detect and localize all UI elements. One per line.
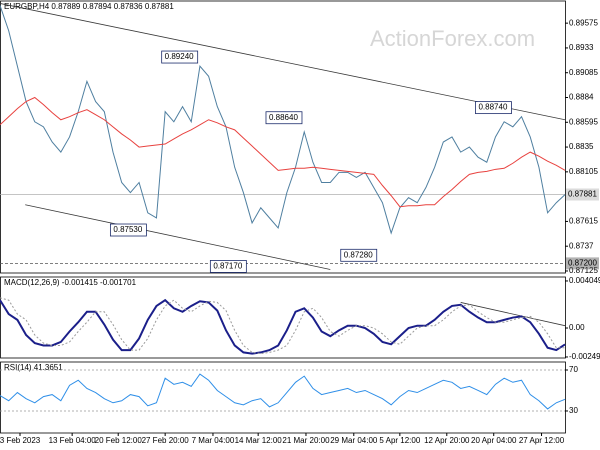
series-line: [0, 298, 566, 355]
price-box: [566, 188, 599, 201]
y-tick-label: 0.00: [569, 323, 585, 332]
panel-title: MACD(12,26,9) -0.001415 -0.001701: [4, 278, 137, 287]
level-box: [109, 223, 147, 237]
x-tick-label: 20 Apr 04:00: [471, 436, 517, 445]
level-box: [475, 101, 512, 115]
y-tick-label: -0.002492: [569, 352, 600, 361]
panel-frame: [0, 276, 566, 359]
price-box: [566, 257, 599, 270]
level-box: [265, 111, 303, 125]
x-tick-label: 3 Feb 2023: [0, 436, 41, 445]
y-tick-label: 0.87615: [569, 217, 598, 226]
y-tick-label: 0.88105: [569, 167, 598, 176]
trend-line: [25, 204, 331, 270]
series-line: [0, 96, 566, 208]
x-tick-label: 5 Apr 12:00: [379, 436, 420, 445]
x-tick-label: 13 Feb 04:00: [49, 436, 97, 445]
y-tick-label: 0.89575: [569, 18, 598, 27]
x-tick-label: 21 Mar 20:00: [282, 436, 330, 445]
y-tick-label: 0.004049: [569, 276, 600, 285]
x-tick-label: 27 Feb 20:00: [142, 436, 190, 445]
y-tick-label: 0.87125: [569, 266, 598, 275]
y-tick-label: 0.88595: [569, 117, 598, 126]
panel-title: EURGBP,H4 0.87889 0.87894 0.87836 0.8788…: [4, 2, 174, 11]
price-label: 0.87200: [568, 258, 597, 267]
y-tick-label: 30: [569, 406, 578, 415]
price-label: 0.87881: [568, 190, 597, 199]
watermark: ActionForex.com: [370, 26, 535, 51]
panel-title: RSI(14) 41.3651: [4, 363, 63, 372]
level-label: 0.88640: [269, 113, 298, 122]
y-tick-label: 0.8737: [569, 241, 594, 250]
x-tick-label: 12 Apr 20:00: [424, 436, 470, 445]
y-tick-label: 0.8835: [569, 142, 594, 151]
panel-frame: [0, 361, 566, 434]
level-label: 0.87530: [113, 225, 142, 234]
level-box: [209, 260, 247, 273]
level-label: 0.87170: [213, 262, 242, 271]
level-box: [340, 248, 378, 262]
y-tick-label: 0.8884: [569, 93, 594, 102]
level-label: 0.87280: [344, 250, 373, 259]
trend-line: [460, 302, 566, 327]
series-line: [0, 373, 566, 410]
x-tick-label: 7 Mar 04:00: [192, 436, 235, 445]
y-tick-label: 0.8933: [569, 43, 594, 52]
x-tick-label: 29 Mar 04:00: [330, 436, 378, 445]
level-box: [161, 50, 199, 64]
panel-frame: [0, 0, 566, 274]
x-tick-label: 20 Feb 12:00: [95, 436, 143, 445]
trend-line: [0, 3, 566, 121]
level-label: 0.89240: [165, 52, 194, 61]
series-line: [0, 5, 566, 235]
x-tick-label: 27 Apr 12:00: [519, 436, 565, 445]
series-line: [0, 297, 566, 355]
y-tick-label: 0.89085: [569, 68, 598, 77]
level-label: 0.88740: [478, 103, 507, 112]
x-tick-label: 14 Mar 12:00: [235, 436, 283, 445]
y-tick-label: 70: [569, 365, 578, 374]
